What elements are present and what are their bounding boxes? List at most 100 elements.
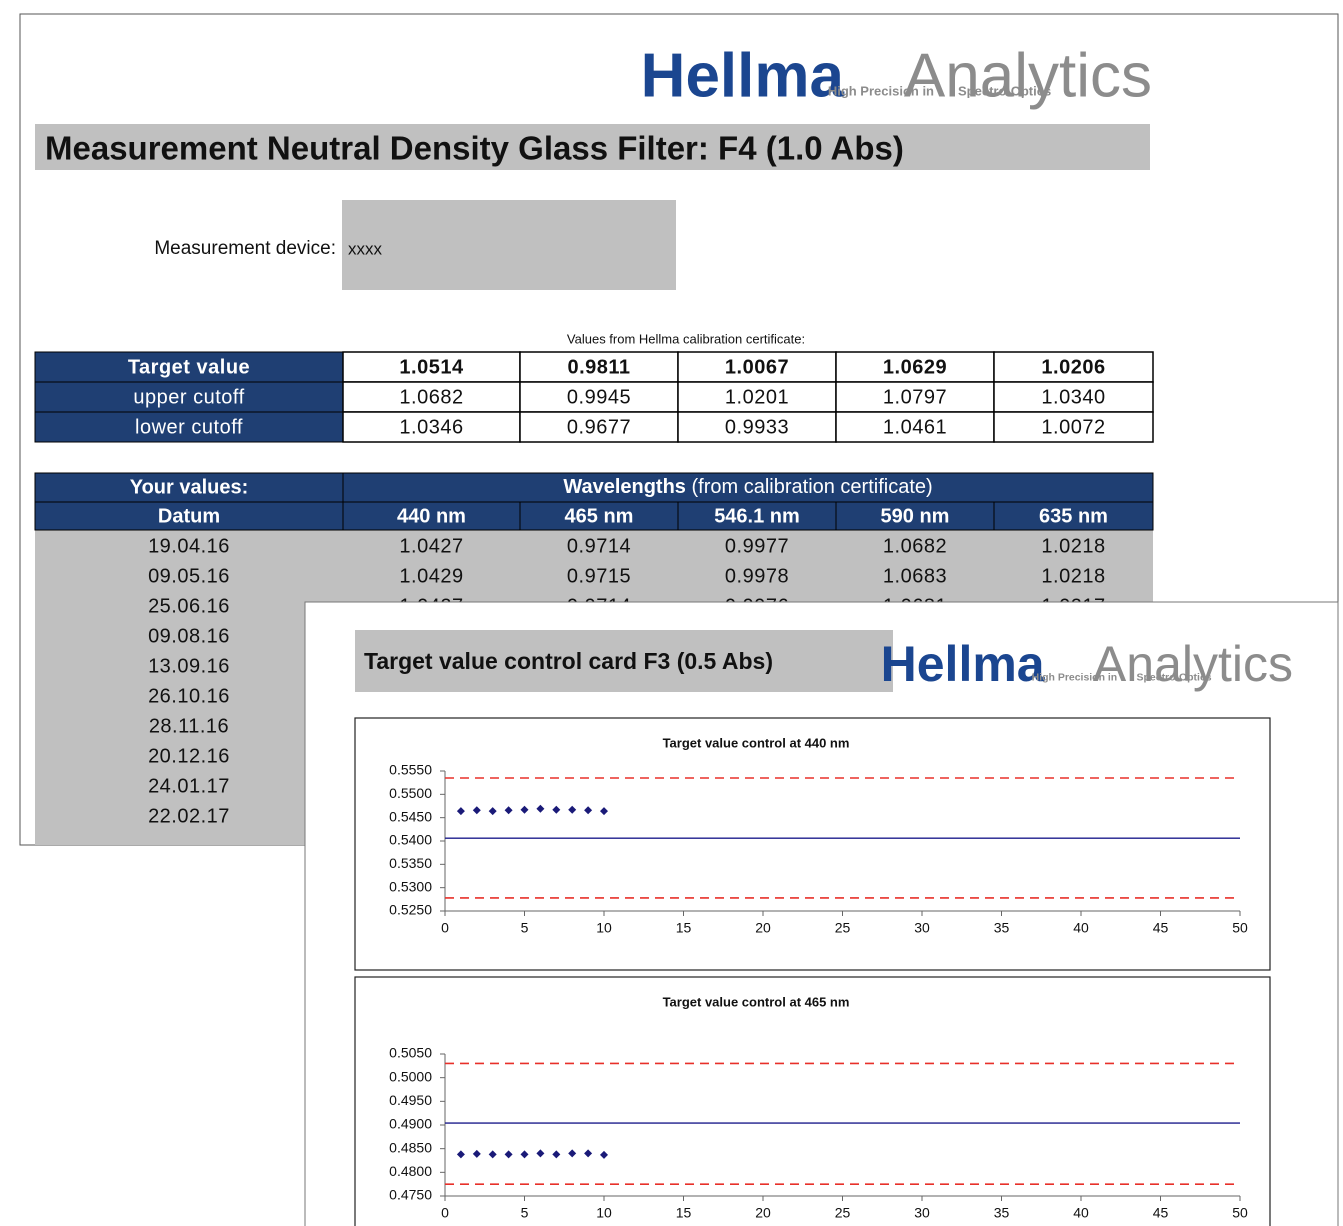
- table-cell-text: 0.9811: [567, 356, 630, 378]
- table-cell-text: 25.06.16: [148, 595, 230, 617]
- y-tick-label: 0.5350: [389, 855, 432, 871]
- logo-product: Analytics: [1093, 636, 1293, 692]
- logo-tagline: Spectro-Optics: [958, 83, 1051, 98]
- table-cell-text: 1.0682: [399, 386, 463, 408]
- table-cell: [34, 351, 344, 383]
- table-cell: [519, 381, 679, 413]
- table-cell-text: lower cutoff: [135, 416, 243, 438]
- table-cell-text: 24.01.17: [148, 775, 230, 797]
- header-cell: [993, 501, 1154, 531]
- device-label: Measurement device:: [154, 238, 336, 259]
- logo-tagline: Spectro-Optics: [1137, 672, 1212, 683]
- table-cell: [993, 411, 1154, 443]
- y-tick-label: 0.4850: [389, 1139, 432, 1155]
- logo-tagline: High Precision in: [828, 83, 934, 98]
- header-text: 465 nm: [565, 505, 634, 527]
- table-cell: [835, 411, 995, 443]
- card-title: Target value control card F3 (0.5 Abs): [364, 648, 773, 674]
- logo-tagline: High Precision in: [1032, 672, 1118, 683]
- x-tick-label: 25: [835, 1205, 851, 1221]
- header-text: 590 nm: [881, 505, 950, 527]
- data-point: [488, 1150, 497, 1159]
- header-text: Datum: [158, 505, 220, 527]
- x-tick-label: 40: [1073, 1205, 1089, 1221]
- data-point: [488, 807, 497, 816]
- x-tick-label: 45: [1153, 920, 1169, 936]
- x-tick-label: 20: [755, 920, 771, 936]
- data-point: [584, 1149, 593, 1158]
- table-cell-text: 1.0346: [399, 416, 463, 438]
- table-cell-text: 0.9977: [725, 535, 789, 557]
- table-cell-text: 1.0629: [883, 356, 947, 378]
- table-cell: [993, 351, 1154, 383]
- table-cell-text: 0.9945: [567, 386, 631, 408]
- header-text: Your values:: [130, 476, 249, 498]
- header-text: 635 nm: [1039, 505, 1108, 527]
- x-tick-label: 0: [441, 1205, 449, 1221]
- table-cell: [34, 381, 344, 413]
- x-tick-label: 15: [676, 920, 692, 936]
- x-tick-label: 5: [521, 1205, 529, 1221]
- chart-box: [354, 717, 1271, 971]
- table-cell-text: 0.9714: [567, 535, 631, 557]
- logo-brand: Hellma: [641, 41, 845, 110]
- table-cell-text: 19.04.16: [148, 535, 230, 557]
- table-cell-text: 1.0218: [1041, 565, 1105, 587]
- table-cell: [342, 351, 521, 383]
- y-tick-label: 0.5400: [389, 832, 432, 848]
- y-tick-label: 0.5500: [389, 785, 432, 801]
- table-cell-text: Target value: [128, 356, 250, 378]
- table-cell-text: 1.0682: [883, 535, 947, 557]
- x-tick-label: 5: [521, 920, 529, 936]
- data-point: [472, 806, 481, 815]
- data-point: [600, 807, 608, 816]
- device-value: xxxx: [348, 239, 383, 258]
- table-cell-text: 0.9933: [725, 416, 789, 438]
- table-cell-text: 09.05.16: [148, 565, 230, 587]
- data-point: [536, 1149, 545, 1158]
- data-point: [456, 1150, 465, 1159]
- table-cell-text: 26.10.16: [148, 685, 230, 707]
- y-tick-label: 0.4900: [389, 1116, 432, 1132]
- x-tick-label: 15: [676, 1205, 692, 1221]
- header-group-note: (from calibration certificate): [692, 476, 933, 498]
- header-cell: [519, 501, 679, 531]
- title-bar: [35, 124, 1150, 170]
- chart-title: Target value control at 465 nm: [663, 994, 850, 1009]
- data-point: [456, 807, 465, 816]
- table-cell-text: 0.9978: [725, 565, 789, 587]
- header-text: 440 nm: [397, 505, 466, 527]
- y-tick-label: 0.5450: [389, 808, 432, 824]
- data-point: [568, 1149, 577, 1158]
- header-text: Wavelengths (from calibration certificat…: [563, 476, 932, 498]
- table-cell: [342, 411, 521, 443]
- x-tick-label: 0: [441, 920, 449, 936]
- logo-brand: Hellma: [881, 636, 1046, 692]
- data-point: [472, 1149, 481, 1158]
- y-tick-label: 0.4950: [389, 1092, 432, 1108]
- x-tick-label: 45: [1153, 1205, 1169, 1221]
- table-cell-text: 1.0461: [883, 416, 947, 438]
- table-cell-text: 09.08.16: [148, 625, 230, 647]
- x-tick-label: 20: [755, 1205, 771, 1221]
- chart-title: Target value control at 440 nm: [663, 735, 850, 750]
- data-point: [504, 806, 513, 815]
- data-point: [552, 805, 561, 814]
- header-cell: [342, 472, 1154, 503]
- table-cell-text: 1.0429: [399, 565, 463, 587]
- data-point: [584, 806, 593, 815]
- data-point: [504, 1150, 513, 1159]
- table-cell-text: 1.0427: [399, 535, 463, 557]
- x-tick-label: 30: [914, 1205, 930, 1221]
- x-tick-label: 40: [1073, 920, 1089, 936]
- table-cell-text: 1.0201: [725, 386, 789, 408]
- table-cell: [342, 381, 521, 413]
- header-cell: [342, 501, 521, 531]
- table-cell-text: 28.11.16: [149, 715, 229, 737]
- table-cell-text: 1.0206: [1041, 356, 1105, 378]
- data-point: [536, 804, 545, 813]
- table-cell-text: 20.12.16: [148, 745, 230, 767]
- table-cell-text: 22.02.17: [148, 805, 230, 827]
